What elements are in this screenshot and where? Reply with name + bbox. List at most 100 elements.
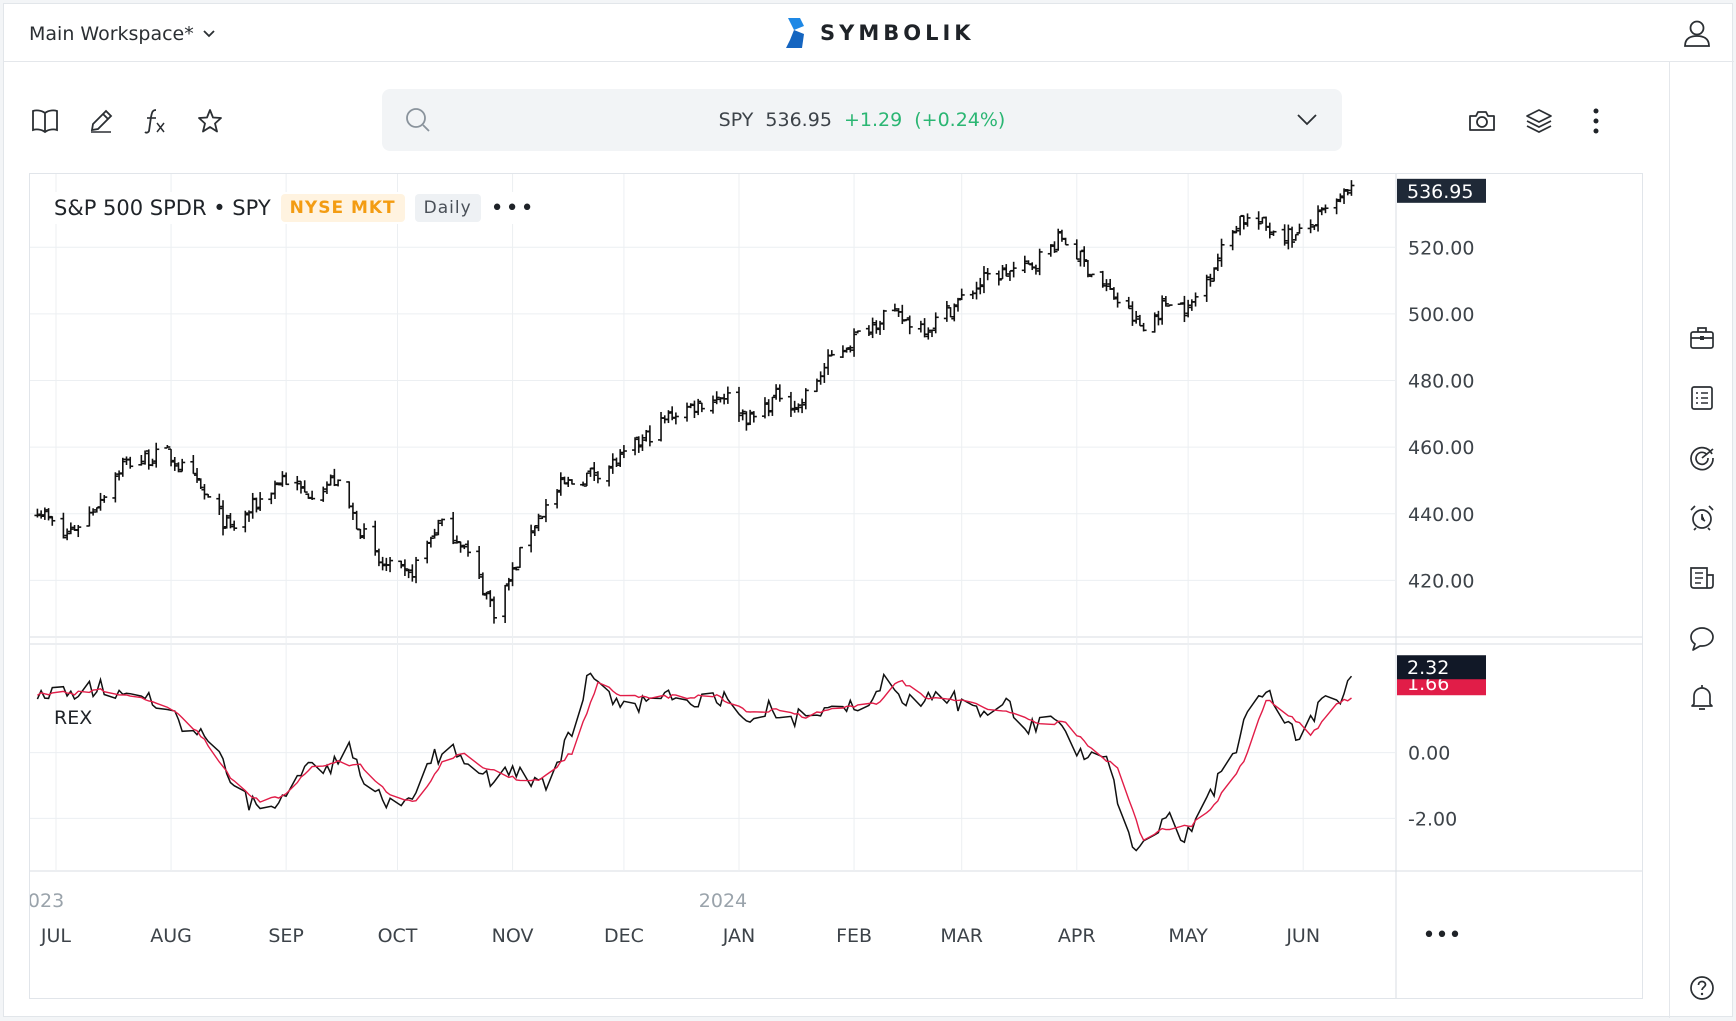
ohlc-bar [1177,302,1184,305]
legend-more-button[interactable]: ••• [490,195,536,221]
book-button[interactable] [28,104,62,138]
ohlc-bar [791,400,798,413]
period-badge[interactable]: Daily [414,194,481,222]
ohlc-bar [917,320,924,333]
help-button[interactable] [1684,970,1720,1006]
alarms-button[interactable] [1684,500,1720,536]
ohlc-bar [591,462,598,481]
ohlc-bar [90,508,97,516]
draw-button[interactable] [84,104,118,138]
ohlc-bar [405,568,412,579]
ohlc-bar [127,456,134,469]
ohlc-bar [583,472,590,487]
ohlc-bar [565,476,572,487]
ohlc-bar [672,412,679,425]
ohlc-bar [34,508,41,518]
ohlc-bar [216,493,223,515]
chart-panel[interactable]: JUL AUG SEP OCT NOV DEC JAN FEB MAR APR MAY JUN 2023… [16,173,1643,999]
ohlc-bar [639,434,646,451]
symbol-search-bar[interactable]: SPY 536.95 +1.29 (+0.24%) [382,89,1342,151]
ohlc-bar [205,493,212,498]
y-tick-label: 500.00 [1408,304,1474,326]
ohlc-bar [401,559,408,577]
ohlc-bar [1233,225,1240,234]
ohlc-bar [361,523,368,540]
ohlc-bar [375,548,382,567]
ohlc-bar [580,481,587,487]
ohlc-bar [1203,274,1210,302]
ohlc-bar [999,265,1006,280]
ohlc-bar [297,480,304,494]
chat-button[interactable] [1684,620,1720,656]
layers-button[interactable] [1522,104,1556,138]
notifications-button[interactable] [1684,680,1720,716]
portfolio-button[interactable] [1684,320,1720,356]
ohlc-bar [86,506,93,527]
indicator-label: REX [54,707,93,729]
ohlc-bar [60,512,67,539]
ohlc-bar [439,518,446,527]
snapshot-button[interactable] [1465,104,1499,138]
ohlc-bar [906,315,913,335]
ohlc-bar [1047,244,1054,257]
price-chart[interactable]: JUL AUG SEP OCT NOV DEC JAN FEB MAR APR MAY JUN 2023… [16,174,1642,998]
user-account-button[interactable] [1682,18,1712,52]
workspace-selector[interactable]: Main Workspace* [29,23,216,45]
ohlc-bar [387,557,394,573]
ohlc-bar [227,513,234,529]
ohlc-bar [929,329,936,338]
instrument-name: S&P 500 SPDR • SPY [54,196,271,220]
chevron-down-icon[interactable] [1296,113,1318,127]
ohlc-bar [257,492,264,511]
ohlc-bar [1084,259,1091,278]
ohlc-bar [609,453,616,474]
ohlc-bar [802,388,809,410]
x-tick-label: APR [1058,925,1096,947]
watchlist-button[interactable] [1684,380,1720,416]
ohlc-bar [431,528,438,539]
ohlc-bar [171,457,178,471]
ohlc-bar [528,524,535,553]
ohlc-bar [309,490,316,501]
ohlc-bar [93,506,100,513]
x-tick-label: DEC [604,925,644,947]
ohlc-bar [1021,255,1028,274]
favorites-button[interactable] [193,104,227,138]
ohlc-bar [851,328,858,357]
ohlc-bar [899,304,906,325]
ohlc-bar [1315,205,1322,232]
ohlc-bar [268,492,275,505]
ohlc-bar [1010,261,1017,278]
chevron-down-icon [203,30,215,38]
ohlc-bar [1081,246,1088,267]
ohlc-bar [283,472,290,486]
y-tick-label: 480.00 [1408,371,1474,393]
ohlc-bar [253,497,260,513]
ohlc-bar [1244,213,1251,227]
ohlc-bar [787,391,794,417]
indicators-button[interactable] [138,104,172,138]
ohlc-bar [1237,215,1244,236]
ohlc-bar [335,479,342,487]
ohlc-bar [49,515,56,526]
scanner-button[interactable] [1684,440,1720,476]
ohlc-bar [64,528,71,541]
exchange-badge: NYSE MKT [280,194,405,222]
ohlc-bar [554,489,561,509]
pencil-icon [90,109,113,133]
news-button[interactable] [1684,560,1720,596]
ohlc-bar [1318,207,1325,216]
ohlc-bar [698,402,705,413]
ohlc-bar [197,478,204,489]
ohlc-bar [735,386,742,422]
camera-icon [1469,111,1495,131]
ohlc-bar [854,330,861,334]
ohlc-bar [75,524,82,538]
ohlc-bar [743,411,750,431]
quote-change-percent: (+0.24%) [914,109,1006,131]
ohlc-bar [891,303,898,312]
ohlc-bar [531,524,538,536]
more-options-button[interactable] [1579,104,1613,138]
help-icon [1690,976,1714,1000]
ohlc-bar [973,281,980,300]
